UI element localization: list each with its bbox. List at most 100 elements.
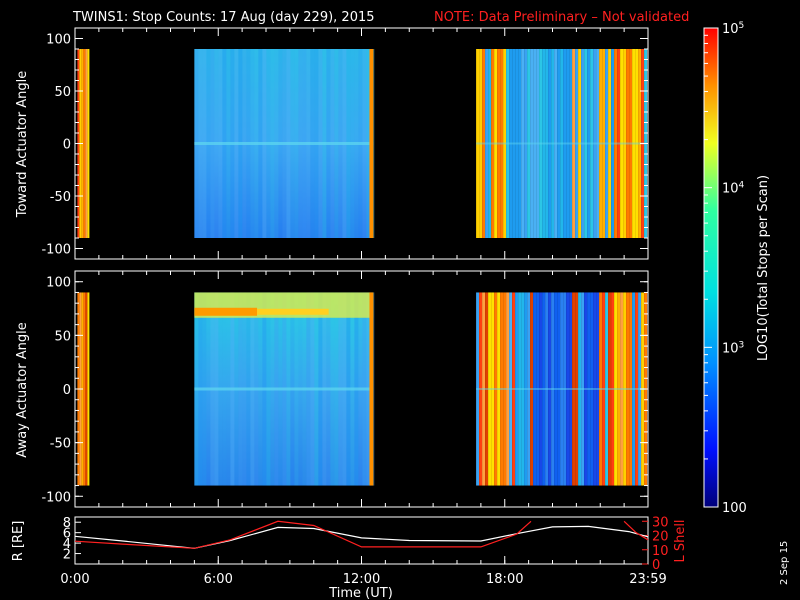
- heatmap-column: [548, 292, 552, 486]
- heatmap-cell: [87, 49, 90, 238]
- heatmap-column: [545, 292, 549, 486]
- heatmap-column: [548, 49, 552, 238]
- heatmap-column: [605, 292, 609, 486]
- colorbar-tick-label: 100: [722, 501, 747, 516]
- heatmap-column: [581, 292, 585, 486]
- heatmap-column: [539, 292, 543, 486]
- heatmap-column: [620, 49, 624, 238]
- heatmap-column: [578, 49, 582, 238]
- y-tick-label: 100: [46, 276, 71, 291]
- y-tick-label: 0: [63, 138, 71, 153]
- heatmap-column: [593, 292, 597, 486]
- heatmap-zero-line: [476, 142, 646, 145]
- y-tick-label: 50: [54, 329, 71, 344]
- heatmap-column: [623, 49, 627, 238]
- heatmap-column: [563, 292, 567, 486]
- heatmap-column: [611, 292, 615, 486]
- heatmap-column: [369, 292, 374, 486]
- heatmap-column: [527, 292, 531, 486]
- heatmap-column: [575, 292, 579, 486]
- heatmap-column: [584, 49, 588, 238]
- heatmap-column: [497, 49, 501, 238]
- x-tick-label: 6:00: [204, 572, 233, 587]
- heatmap-column: [503, 49, 507, 238]
- heatmap-column: [587, 292, 591, 486]
- heatmap-column: [491, 49, 495, 238]
- heatmap-column: [509, 292, 513, 486]
- heatmap-column: [551, 49, 555, 238]
- heatmap-column: [527, 49, 531, 238]
- heatmap-column: [479, 49, 483, 238]
- heatmap-column: [593, 49, 597, 238]
- heatmap-column: [572, 292, 576, 486]
- heatmap-column: [608, 292, 612, 486]
- r-axis-label: R [RE]: [11, 521, 26, 562]
- heatmap-column: [536, 49, 540, 238]
- heatmap-column: [518, 292, 522, 486]
- heatmap-column: [482, 49, 486, 238]
- heatmap-column: [494, 292, 498, 486]
- heatmap-column: [494, 49, 498, 238]
- heatmap-column: [530, 292, 534, 486]
- heatmap-column: [512, 292, 516, 486]
- heatmap-column: [500, 49, 504, 238]
- heatmap-zero-line: [194, 142, 374, 145]
- heatmap-column: [602, 292, 606, 486]
- heatmap-column: [524, 292, 528, 486]
- heatmap-column: [542, 292, 546, 486]
- l-tick-label: 30: [652, 515, 669, 530]
- heatmap-column: [503, 292, 507, 486]
- heatmap-column: [554, 292, 558, 486]
- heatmap-column: [539, 49, 543, 238]
- heatmap-column: [560, 292, 564, 486]
- heatmap-column: [545, 49, 549, 238]
- heatmap-column: [614, 292, 618, 486]
- heatmap-column: [584, 292, 588, 486]
- colorbar-gradient: [704, 28, 718, 507]
- heatmap-column: [620, 292, 624, 486]
- r-tick-label: 2: [63, 548, 71, 563]
- heatmap-hot-band: [194, 307, 258, 316]
- heatmap-column: [557, 49, 561, 238]
- heatmap-hot-band: [257, 308, 329, 315]
- heatmap-column: [617, 292, 621, 486]
- heatmap-column: [629, 292, 633, 486]
- heatmap-column: [575, 49, 579, 238]
- heatmap-column: [509, 49, 513, 238]
- heatmap-column: [488, 292, 492, 486]
- heatmap-cell: [83, 292, 86, 486]
- heatmap-column: [521, 49, 525, 238]
- heatmap-column: [626, 49, 630, 238]
- l-tick-label: 20: [652, 530, 669, 545]
- heatmap-column: [590, 292, 594, 486]
- heatmap-column: [599, 292, 603, 486]
- x-tick-label: 18:00: [486, 572, 523, 587]
- heatmap-column: [617, 49, 621, 238]
- heatmap-column: [632, 292, 636, 486]
- colorbar-tick-label: 105: [722, 21, 744, 37]
- l-tick-label: 0: [652, 558, 660, 573]
- preliminary-note: NOTE: Data Preliminary – Not validated: [434, 10, 689, 25]
- heatmap-column: [611, 49, 615, 238]
- r-tick-label: 8: [63, 516, 71, 531]
- heatmap-column: [479, 292, 483, 486]
- l-shell-axis-label: L Shell: [673, 519, 688, 562]
- heatmap-column: [512, 49, 516, 238]
- heatmap-column: [533, 292, 537, 486]
- l-tick-label: 10: [652, 544, 669, 559]
- heatmap-zero-line: [476, 388, 646, 390]
- y-tick-label: 100: [46, 33, 71, 48]
- heatmap-column: [524, 49, 528, 238]
- top-y-axis-label: Toward Actuator Angle: [15, 71, 30, 218]
- heatmap-column: [530, 49, 534, 238]
- y-tick-label: -50: [50, 190, 71, 205]
- heatmap-column: [632, 49, 636, 238]
- heatmap-column: [635, 292, 639, 486]
- heatmap-column: [623, 292, 627, 486]
- middle-y-axis-label: Away Actuator Angle: [15, 322, 30, 457]
- heatmap-column: [518, 49, 522, 238]
- heatmap-column: [554, 49, 558, 238]
- l-shell-line: [74, 520, 532, 549]
- heatmap-column: [515, 292, 519, 486]
